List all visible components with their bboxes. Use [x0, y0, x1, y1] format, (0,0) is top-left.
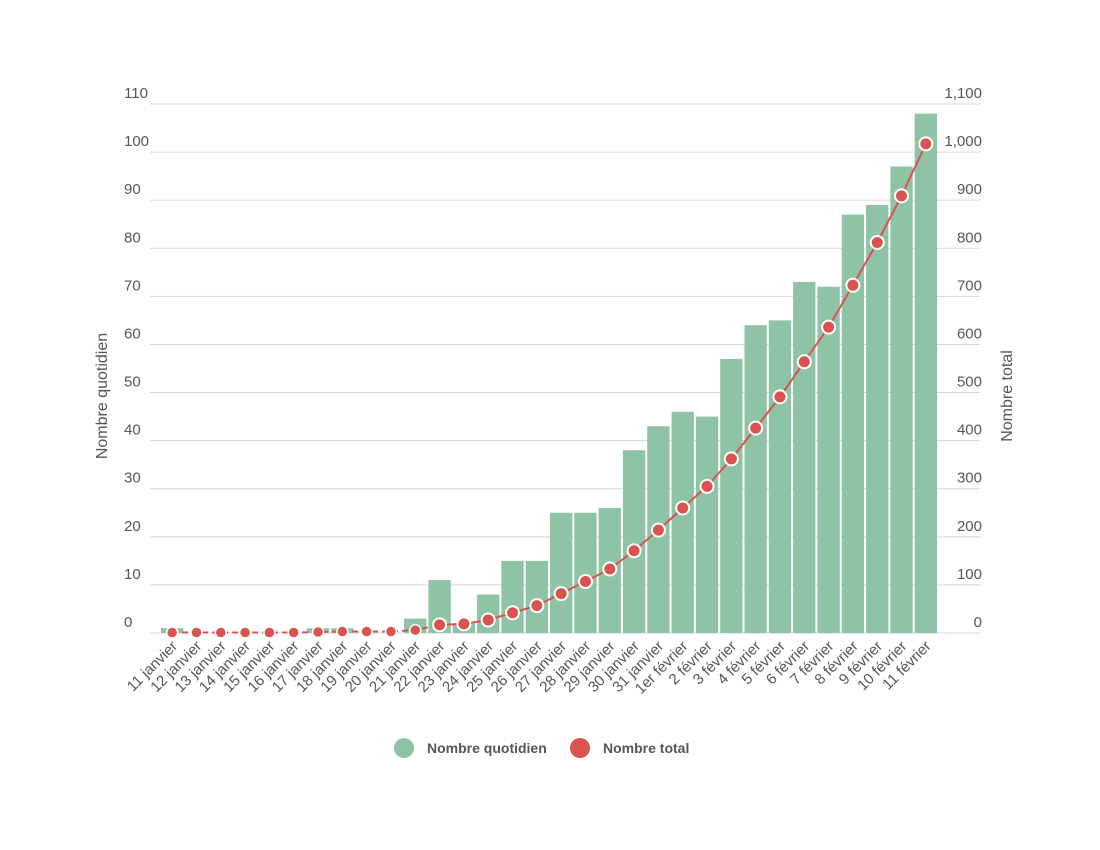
bar	[695, 416, 719, 633]
line-point	[456, 616, 472, 632]
bar	[793, 281, 816, 633]
line-point	[287, 626, 300, 639]
right-tick-label: 600	[957, 325, 982, 342]
right-axis-ticks: 0 100 200 300 400 500 600 700 800 900 1,000 1,100	[944, 85, 982, 631]
left-tick-label: 0	[124, 614, 132, 631]
legend-marker-total	[570, 738, 590, 758]
left-tick-label: 70	[124, 277, 141, 294]
line-point	[480, 612, 496, 628]
line-point	[772, 389, 788, 405]
left-tick-label: 20	[124, 518, 141, 535]
line-point	[894, 188, 910, 204]
gridlines	[150, 103, 980, 634]
bar	[574, 512, 597, 633]
right-tick-label: 0	[974, 614, 982, 631]
line-point	[214, 626, 228, 639]
line-segment-dashed	[172, 623, 440, 634]
bar	[841, 214, 865, 634]
left-tick-label: 90	[124, 181, 141, 198]
line-point	[529, 598, 545, 614]
line-point	[336, 625, 349, 638]
left-tick-label: 10	[124, 566, 141, 583]
right-tick-label: 500	[957, 374, 982, 391]
legend-label-total: Nombre total	[603, 740, 689, 756]
line-point	[190, 626, 203, 639]
line-point	[602, 561, 618, 577]
line-point	[409, 623, 422, 637]
line-point	[505, 605, 521, 621]
left-tick-label: 110	[124, 85, 148, 102]
right-tick-label: 300	[957, 470, 982, 487]
legend-label-daily: Nombre quotidien	[427, 740, 547, 756]
left-tick-label: 100	[124, 133, 149, 150]
line-point	[165, 626, 179, 639]
bar	[744, 325, 767, 633]
line-point	[263, 626, 276, 639]
bar	[622, 450, 646, 633]
right-tick-label: 100	[957, 566, 982, 583]
daily-bars	[161, 113, 937, 634]
line-point	[796, 354, 812, 370]
right-tick-label: 800	[957, 229, 982, 246]
line-point	[918, 136, 934, 152]
line-point	[626, 543, 642, 559]
line-point	[723, 451, 739, 467]
line-point	[311, 625, 325, 639]
line-point	[384, 625, 398, 638]
bar	[525, 560, 548, 633]
left-tick-label: 80	[124, 229, 141, 246]
line-point	[650, 522, 666, 538]
right-tick-label: 200	[957, 518, 982, 535]
line-point	[748, 420, 764, 436]
legend: Nombre quotidien Nombre total	[394, 738, 689, 758]
total-line	[165, 136, 934, 639]
line-point	[675, 500, 691, 516]
left-tick-label: 40	[124, 422, 141, 439]
line-point	[553, 586, 569, 602]
line-point	[238, 626, 252, 639]
left-axis-title: Nombre quotidien	[94, 333, 111, 459]
bar	[671, 411, 694, 633]
line-point	[821, 319, 837, 335]
legend-marker-daily	[394, 738, 414, 758]
right-tick-label: 1,100	[944, 85, 982, 102]
line-point	[360, 625, 373, 638]
bar	[720, 358, 743, 633]
left-tick-label: 60	[124, 325, 141, 342]
bar	[866, 204, 889, 633]
bar	[550, 512, 573, 633]
line-point	[432, 617, 448, 633]
bar	[817, 286, 840, 633]
line-point	[699, 478, 715, 494]
right-tick-label: 400	[957, 422, 982, 439]
left-axis-ticks: 0 10 20 30 40 50 60 70 80 90 100 110	[124, 85, 149, 631]
bar	[768, 320, 792, 633]
left-tick-label: 50	[124, 374, 141, 391]
right-tick-label: 900	[957, 181, 982, 198]
bar	[890, 166, 913, 633]
right-axis-title: Nombre total	[999, 350, 1016, 442]
line-point	[869, 235, 885, 251]
bar	[428, 580, 451, 633]
line-point	[845, 277, 861, 293]
bar	[914, 113, 937, 634]
line-point	[577, 574, 593, 590]
bar	[501, 560, 524, 633]
left-tick-label: 30	[124, 470, 141, 487]
right-tick-label: 1,000	[944, 133, 982, 150]
right-tick-label: 700	[957, 277, 982, 294]
